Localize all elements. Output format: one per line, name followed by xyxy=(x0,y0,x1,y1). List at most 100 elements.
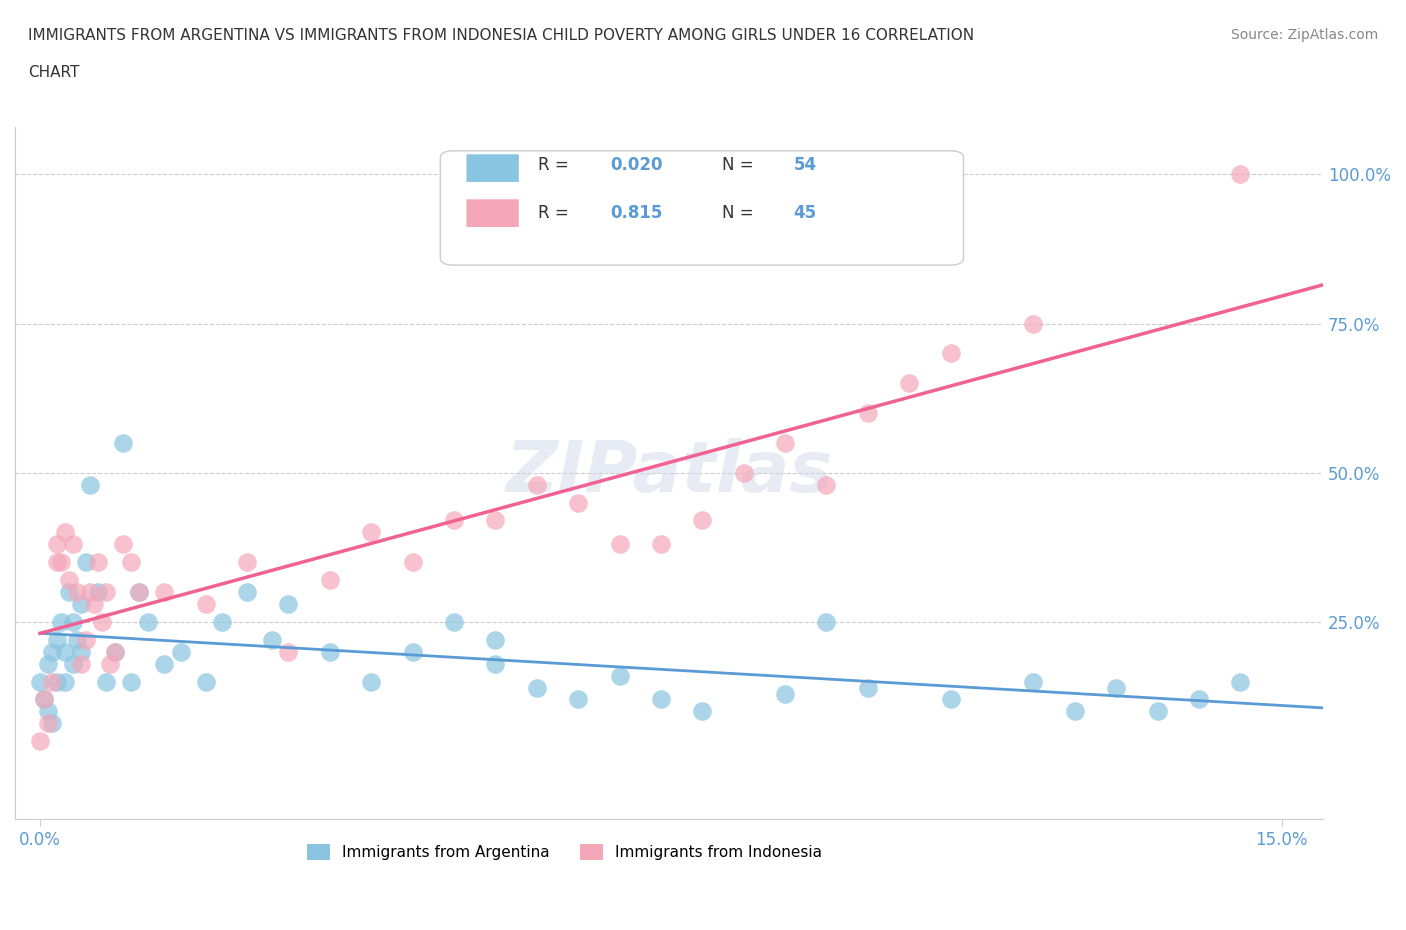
Point xyxy=(526,680,548,695)
Point xyxy=(120,674,142,689)
Point xyxy=(79,477,101,492)
Point xyxy=(153,585,176,600)
FancyBboxPatch shape xyxy=(467,154,519,182)
Point xyxy=(567,495,589,510)
Text: IMMIGRANTS FROM ARGENTINA VS IMMIGRANTS FROM INDONESIA CHILD POVERTY AMONG GIRLS: IMMIGRANTS FROM ARGENTINA VS IMMIGRANTS … xyxy=(28,28,974,43)
Point xyxy=(236,555,259,570)
Point xyxy=(53,674,76,689)
Point xyxy=(96,674,118,689)
Point xyxy=(260,632,283,647)
Point xyxy=(70,644,93,659)
Point xyxy=(45,674,67,689)
Point xyxy=(87,555,110,570)
Point xyxy=(194,596,217,611)
Point xyxy=(30,674,52,689)
Point xyxy=(100,657,122,671)
Point xyxy=(83,596,105,611)
Text: CHART: CHART xyxy=(28,65,80,80)
Point xyxy=(856,680,879,695)
Point xyxy=(360,525,382,539)
Point xyxy=(692,513,714,528)
Point xyxy=(128,585,150,600)
Point xyxy=(70,657,93,671)
Point xyxy=(49,555,72,570)
Point xyxy=(37,704,59,719)
Point xyxy=(45,537,67,551)
Point xyxy=(898,376,921,391)
Point xyxy=(211,615,233,630)
Point xyxy=(1022,674,1045,689)
Point xyxy=(37,657,59,671)
Point xyxy=(41,716,63,731)
Point xyxy=(319,573,342,588)
Point xyxy=(53,525,76,539)
Point xyxy=(1188,692,1211,707)
Point xyxy=(1063,704,1085,719)
Text: 45: 45 xyxy=(793,204,817,222)
Point xyxy=(41,644,63,659)
Point xyxy=(53,644,76,659)
Point xyxy=(401,555,423,570)
Point xyxy=(815,477,838,492)
Point xyxy=(58,585,80,600)
Point xyxy=(96,585,118,600)
Text: Source: ZipAtlas.com: Source: ZipAtlas.com xyxy=(1230,28,1378,42)
Point xyxy=(567,692,589,707)
Point xyxy=(49,615,72,630)
Point xyxy=(236,585,259,600)
Point xyxy=(650,537,672,551)
Text: R =: R = xyxy=(538,204,575,222)
Legend: Immigrants from Argentina, Immigrants from Indonesia: Immigrants from Argentina, Immigrants fr… xyxy=(301,838,828,867)
Point xyxy=(277,644,299,659)
Point xyxy=(91,615,114,630)
Point xyxy=(66,585,89,600)
Point xyxy=(170,644,193,659)
Point xyxy=(153,657,176,671)
Point xyxy=(650,692,672,707)
Text: 0.815: 0.815 xyxy=(610,204,662,222)
Point xyxy=(939,346,962,361)
Point xyxy=(773,435,796,450)
Point xyxy=(111,435,134,450)
Point xyxy=(62,615,84,630)
Point xyxy=(277,596,299,611)
Point xyxy=(32,692,55,707)
Text: N =: N = xyxy=(721,155,758,174)
Point xyxy=(58,573,80,588)
Point xyxy=(484,513,506,528)
Point xyxy=(1229,166,1251,181)
Point xyxy=(815,615,838,630)
Point xyxy=(1105,680,1128,695)
Point xyxy=(401,644,423,659)
Point xyxy=(1146,704,1168,719)
Point xyxy=(360,674,382,689)
FancyBboxPatch shape xyxy=(440,151,963,265)
Point xyxy=(37,716,59,731)
Point xyxy=(194,674,217,689)
Point xyxy=(30,734,52,749)
Point xyxy=(733,465,755,480)
Point xyxy=(103,644,125,659)
Point xyxy=(45,632,67,647)
Point xyxy=(79,585,101,600)
Point xyxy=(136,615,159,630)
Point xyxy=(111,537,134,551)
Point xyxy=(32,692,55,707)
Point xyxy=(692,704,714,719)
FancyBboxPatch shape xyxy=(467,199,519,227)
Point xyxy=(609,668,631,683)
Point xyxy=(939,692,962,707)
Point xyxy=(609,537,631,551)
Point xyxy=(484,632,506,647)
Text: ZIPatlas: ZIPatlas xyxy=(506,438,832,507)
Text: R =: R = xyxy=(538,155,575,174)
Point xyxy=(856,405,879,420)
Point xyxy=(62,537,84,551)
Point xyxy=(87,585,110,600)
Point xyxy=(70,596,93,611)
Point xyxy=(66,632,89,647)
Point xyxy=(75,632,97,647)
Point xyxy=(1229,674,1251,689)
Point xyxy=(120,555,142,570)
Point xyxy=(75,555,97,570)
